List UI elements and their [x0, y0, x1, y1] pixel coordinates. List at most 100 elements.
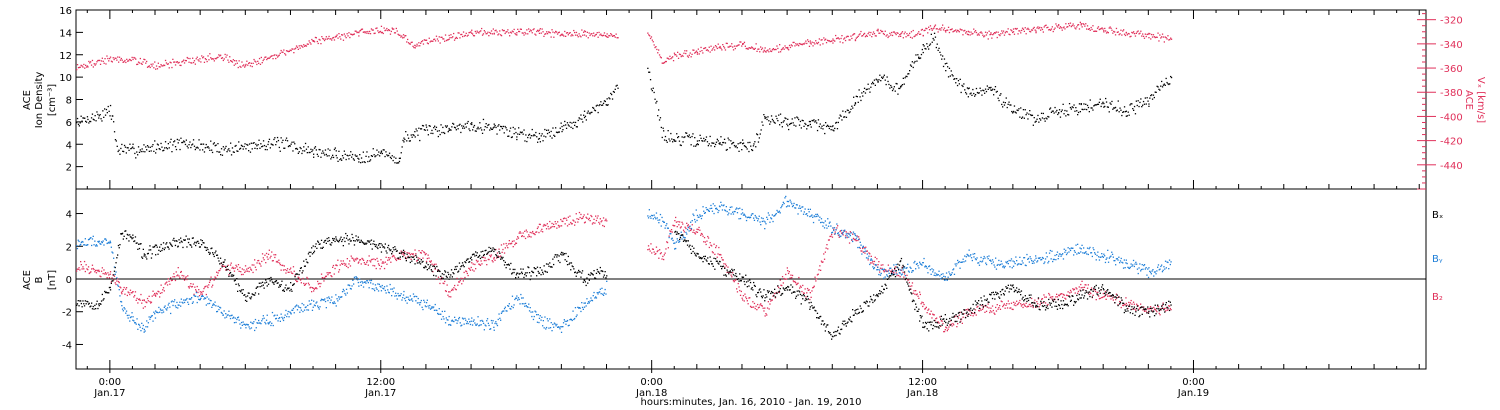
data-point	[960, 320, 962, 322]
data-point	[1147, 100, 1149, 102]
data-point	[140, 150, 142, 153]
data-point	[591, 299, 593, 301]
data-point	[273, 315, 275, 317]
data-point	[963, 313, 965, 315]
data-point	[744, 293, 746, 295]
data-point	[1025, 114, 1027, 116]
data-point	[1068, 103, 1071, 105]
data-point	[445, 317, 447, 319]
data-point	[657, 219, 659, 221]
data-point	[469, 269, 472, 271]
data-point	[994, 32, 997, 34]
data-point	[800, 286, 802, 288]
data-point	[414, 295, 416, 297]
data-point	[1094, 289, 1096, 291]
data-point	[704, 47, 706, 49]
data-point	[97, 270, 99, 272]
data-point	[350, 33, 352, 35]
data-point	[545, 33, 547, 35]
data-point	[119, 59, 122, 61]
data-point	[332, 37, 334, 39]
data-point	[1126, 34, 1128, 36]
data-point	[937, 321, 939, 323]
data-point	[380, 290, 383, 292]
data-point	[361, 257, 363, 260]
data-point	[791, 205, 794, 208]
data-point	[253, 142, 255, 144]
data-point	[958, 83, 960, 85]
data-point	[911, 282, 914, 284]
data-point	[128, 314, 130, 316]
data-point	[477, 260, 479, 262]
data-point	[497, 255, 499, 257]
data-point	[462, 127, 464, 129]
data-point	[574, 121, 577, 124]
data-point	[1132, 108, 1134, 110]
data-point	[373, 258, 375, 260]
data-point	[577, 119, 579, 122]
data-point	[159, 292, 162, 294]
data-point	[925, 27, 927, 29]
data-point	[292, 266, 295, 268]
data-point	[309, 151, 311, 154]
data-point	[829, 40, 831, 43]
data-point	[282, 264, 284, 267]
data-point	[104, 238, 107, 240]
data-point	[661, 216, 663, 219]
data-point	[1095, 104, 1097, 106]
data-point	[768, 214, 770, 216]
data-point	[500, 319, 502, 321]
data-point	[96, 269, 98, 271]
data-point	[408, 298, 410, 300]
data-point	[900, 85, 903, 87]
data-point	[440, 124, 442, 126]
data-point	[687, 56, 690, 58]
data-point	[1011, 30, 1013, 32]
data-point	[143, 299, 145, 302]
data-point	[327, 37, 329, 40]
data-point	[104, 238, 106, 240]
data-point	[784, 278, 786, 280]
data-point	[262, 315, 264, 317]
data-point	[135, 58, 137, 60]
data-point	[314, 146, 317, 148]
data-point	[690, 221, 692, 223]
data-point	[412, 300, 414, 302]
data-point	[749, 141, 751, 144]
data-point	[745, 146, 747, 148]
data-point	[357, 281, 359, 284]
data-point	[294, 274, 296, 276]
data-point	[832, 42, 834, 44]
data-point	[116, 145, 118, 147]
data-point	[940, 54, 942, 56]
data-point	[740, 141, 742, 144]
data-point	[596, 32, 598, 34]
data-point	[479, 324, 481, 326]
data-point	[686, 132, 688, 134]
data-point	[1069, 106, 1072, 109]
data-point	[469, 129, 471, 132]
data-point	[320, 298, 323, 300]
data-point	[1117, 304, 1119, 306]
data-point	[503, 308, 506, 310]
data-point	[516, 138, 518, 141]
data-point	[269, 321, 271, 323]
data-point	[472, 35, 475, 37]
data-point	[291, 141, 293, 143]
data-point	[452, 122, 454, 125]
data-point	[495, 248, 497, 251]
data-point	[328, 155, 330, 157]
data-point	[329, 38, 331, 40]
data-point	[324, 277, 326, 279]
data-point	[285, 139, 287, 141]
data-point	[519, 28, 522, 30]
data-point	[955, 29, 957, 31]
data-point	[301, 45, 303, 47]
data-point	[907, 279, 909, 281]
data-point	[674, 248, 676, 250]
data-point	[974, 312, 976, 315]
data-point	[176, 275, 178, 277]
data-point	[389, 257, 391, 259]
data-point	[437, 313, 440, 315]
data-point	[669, 233, 671, 235]
